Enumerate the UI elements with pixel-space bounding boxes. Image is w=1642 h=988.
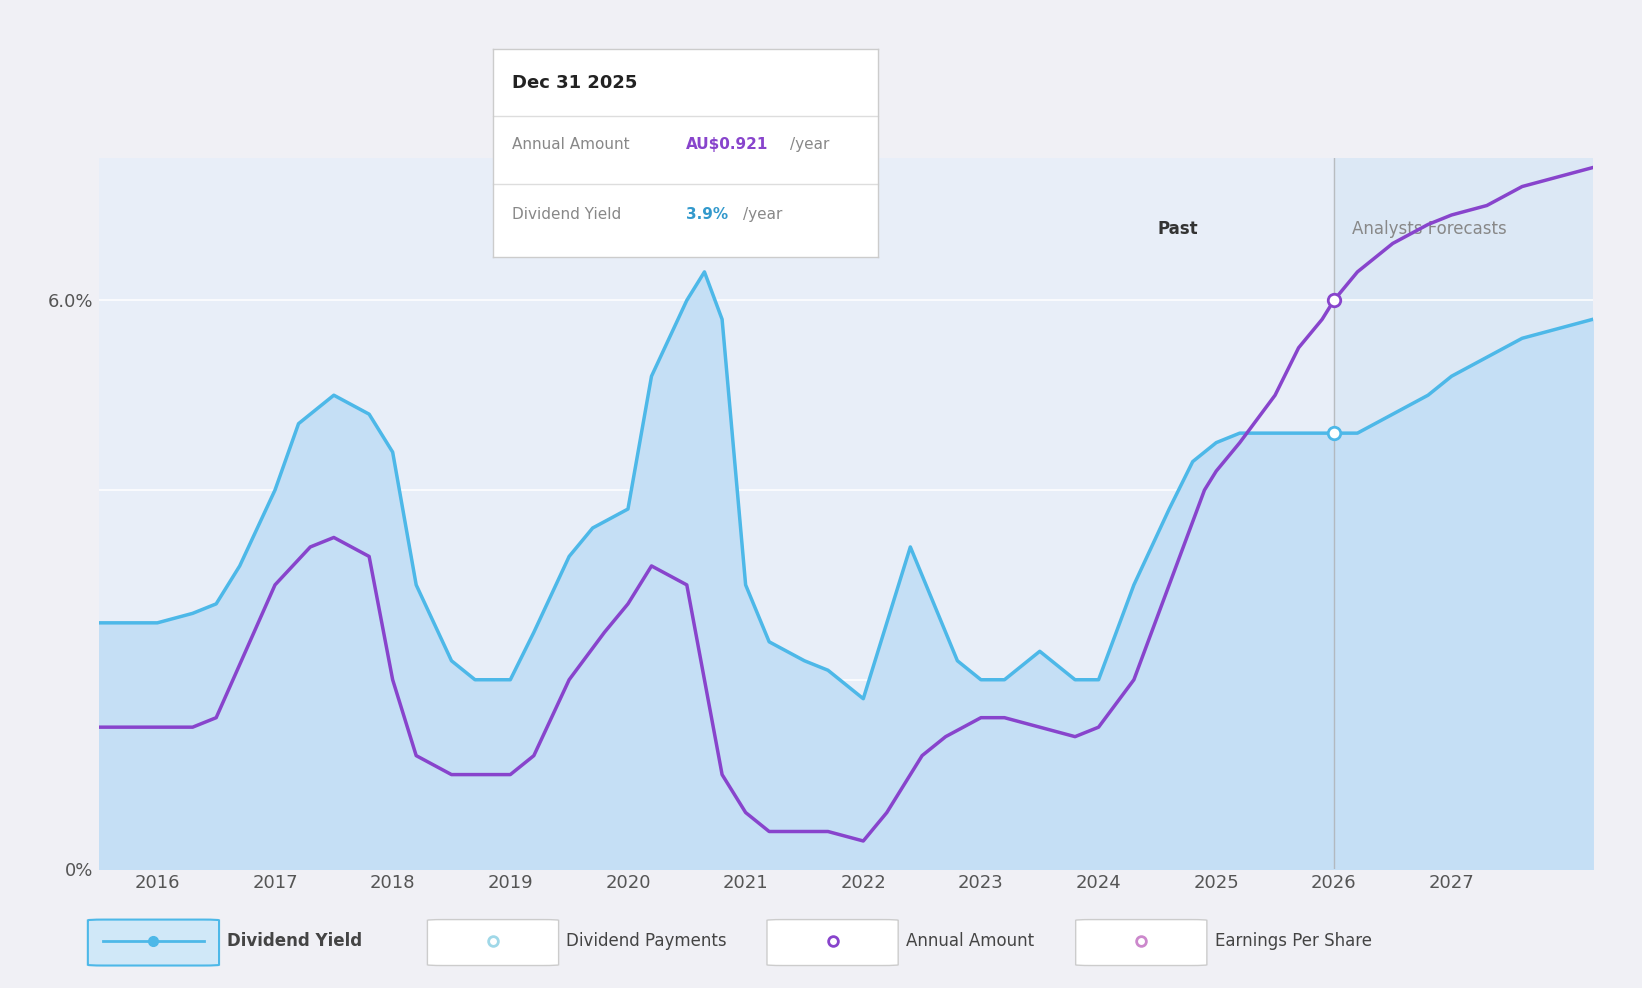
Text: Dividend Payments: Dividend Payments xyxy=(566,932,727,950)
Text: Annual Amount: Annual Amount xyxy=(906,932,1034,950)
Text: AU$0.921: AU$0.921 xyxy=(686,136,768,151)
FancyBboxPatch shape xyxy=(767,920,898,965)
Text: Analysts Forecasts: Analysts Forecasts xyxy=(1351,219,1506,238)
Text: Past: Past xyxy=(1158,219,1199,238)
Text: Dividend Yield: Dividend Yield xyxy=(512,207,621,222)
Text: Dividend Yield: Dividend Yield xyxy=(227,932,361,950)
Text: Dec 31 2025: Dec 31 2025 xyxy=(512,74,637,92)
Text: /year: /year xyxy=(790,136,829,151)
FancyBboxPatch shape xyxy=(1076,920,1207,965)
FancyBboxPatch shape xyxy=(427,920,558,965)
Text: /year: /year xyxy=(744,207,783,222)
FancyBboxPatch shape xyxy=(89,920,218,965)
Bar xyxy=(1333,158,1593,869)
Text: 3.9%: 3.9% xyxy=(686,207,727,222)
Text: Annual Amount: Annual Amount xyxy=(512,136,629,151)
Text: Earnings Per Share: Earnings Per Share xyxy=(1215,932,1371,950)
